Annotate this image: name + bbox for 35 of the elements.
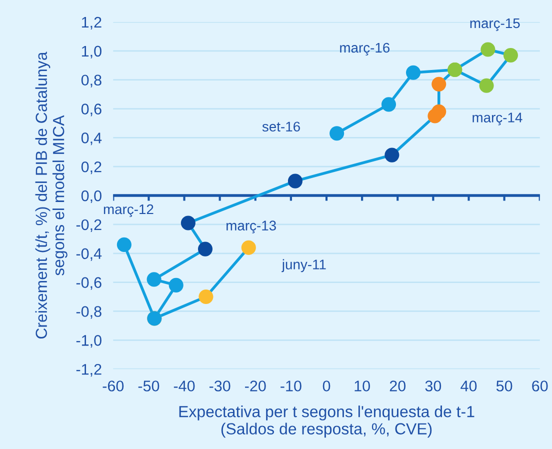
y-tick-label: 1,0 xyxy=(82,46,102,58)
annotation: març-15 xyxy=(470,18,520,31)
x-axis-title: Expectativa per t segons l'enquesta de t-1 (Saldos de resposta, %, CVE) xyxy=(179,406,474,438)
x-tick-label: -60 xyxy=(102,380,124,392)
x-tick-label: -30 xyxy=(209,380,230,392)
x-tick-label: 30 xyxy=(425,380,442,392)
x-tick-label: 60 xyxy=(532,380,548,392)
x-tick-label: -10 xyxy=(280,380,302,392)
y-tick-label: 0,6 xyxy=(81,104,102,116)
y-tick-label: 1,2 xyxy=(82,16,102,30)
y-axis-title: Creixement (t/t, %) del PIB de Catalunya segons el model MICA xyxy=(35,52,68,339)
annotation: set-16 xyxy=(262,122,300,132)
annotation: març-14 xyxy=(472,112,522,126)
y-tick-label: 0,0 xyxy=(81,190,102,204)
annotation: març-12 xyxy=(104,204,154,217)
x-tick-label: 20 xyxy=(390,380,406,392)
x-tick-label: 0 xyxy=(322,380,330,392)
x-tick-label: -50 xyxy=(138,380,160,392)
y-tick-label: -0,8 xyxy=(76,306,102,319)
x-tick-label: 40 xyxy=(460,380,477,392)
y-tick-label: -1,2 xyxy=(76,364,102,377)
y-tick-label: -0,4 xyxy=(76,248,102,261)
annotation: juny-11 xyxy=(282,259,326,272)
y-tick-label: 0,2 xyxy=(81,161,102,174)
annotation: març-16 xyxy=(340,42,390,56)
y-tick-label: 0,4 xyxy=(81,132,102,146)
x-tick-label: 50 xyxy=(496,380,512,392)
y-tick-label: 0,8 xyxy=(81,74,102,88)
y-tick-label: -1,0 xyxy=(76,335,102,348)
x-tick-label: 10 xyxy=(354,380,370,392)
x-tick-label: -40 xyxy=(174,380,195,392)
annotation: març-13 xyxy=(226,220,276,234)
y-tick-label: -0,6 xyxy=(76,277,102,290)
y-tick-label: -0,2 xyxy=(76,219,102,232)
x-tick-label: -20 xyxy=(245,380,266,392)
